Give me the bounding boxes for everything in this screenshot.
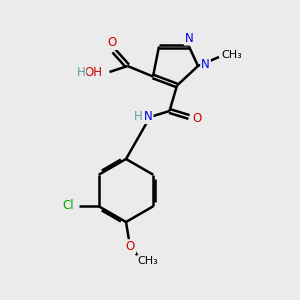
- Text: N: N: [201, 58, 210, 71]
- Text: O: O: [108, 36, 117, 49]
- Text: CH₃: CH₃: [221, 50, 242, 60]
- Text: CH₃: CH₃: [137, 256, 158, 266]
- Text: O: O: [126, 240, 135, 253]
- Text: H: H: [134, 110, 143, 124]
- Text: O: O: [193, 112, 202, 125]
- Text: Cl: Cl: [62, 199, 74, 212]
- Text: N: N: [144, 110, 153, 124]
- Text: N: N: [184, 32, 194, 45]
- Text: OH: OH: [84, 65, 102, 79]
- Text: H: H: [76, 65, 85, 79]
